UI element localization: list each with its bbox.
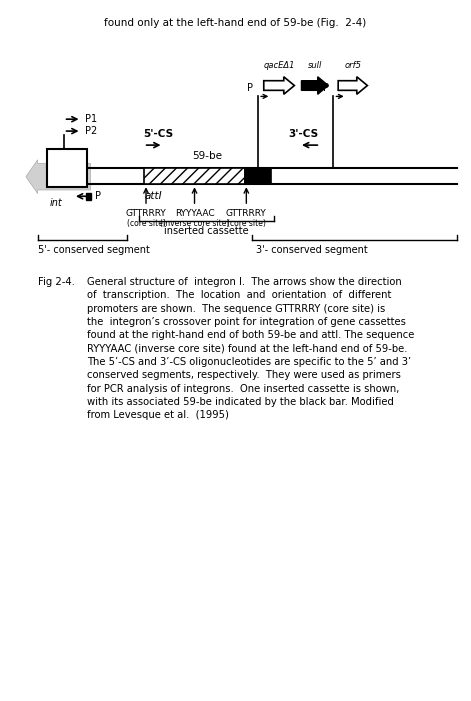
Bar (47, 149, 87, 187)
Text: GTTRRRY: GTTRRRY (226, 209, 267, 218)
Text: General structure of  integron I.  The arrows show the direction
of  transcripti: General structure of integron I. The arr… (87, 277, 414, 421)
Text: 59-be: 59-be (192, 151, 222, 161)
Bar (86, 193, 91, 200)
Text: 5'- conserved segment: 5'- conserved segment (38, 245, 150, 255)
Text: 3'- conserved segment: 3'- conserved segment (256, 245, 367, 255)
Text: int: int (49, 198, 62, 207)
Text: inserted cassette: inserted cassette (164, 226, 249, 236)
Text: qacEΔ1: qacEΔ1 (263, 61, 295, 70)
Text: GTTRRRY: GTTRRRY (126, 209, 166, 218)
Text: 3'-CS: 3'-CS (288, 130, 318, 139)
Bar (245, 168, 271, 184)
Polygon shape (264, 76, 294, 94)
Text: orf5: orf5 (344, 61, 361, 70)
Text: (core site): (core site) (227, 219, 266, 228)
Text: RYYYAAC: RYYYAAC (175, 209, 214, 218)
Text: (core site): (core site) (127, 219, 165, 228)
Text: found only at the left-hand end of 59-be (Fig.  2-4): found only at the left-hand end of 59-be… (104, 18, 366, 27)
Text: 5'-CS: 5'-CS (144, 130, 174, 139)
FancyArrow shape (26, 160, 90, 193)
Polygon shape (301, 76, 328, 94)
Text: P1: P1 (85, 114, 97, 124)
Polygon shape (338, 76, 367, 94)
Text: P: P (323, 83, 329, 93)
Text: (inverse core site): (inverse core site) (160, 219, 229, 228)
Text: P2: P2 (85, 126, 97, 136)
Text: P: P (247, 83, 253, 93)
Text: attI: attI (145, 191, 162, 200)
Text: sull: sull (308, 61, 322, 70)
Bar (144, 168, 245, 184)
Text: Fig 2-4.: Fig 2-4. (38, 277, 74, 287)
Text: P: P (95, 191, 101, 201)
